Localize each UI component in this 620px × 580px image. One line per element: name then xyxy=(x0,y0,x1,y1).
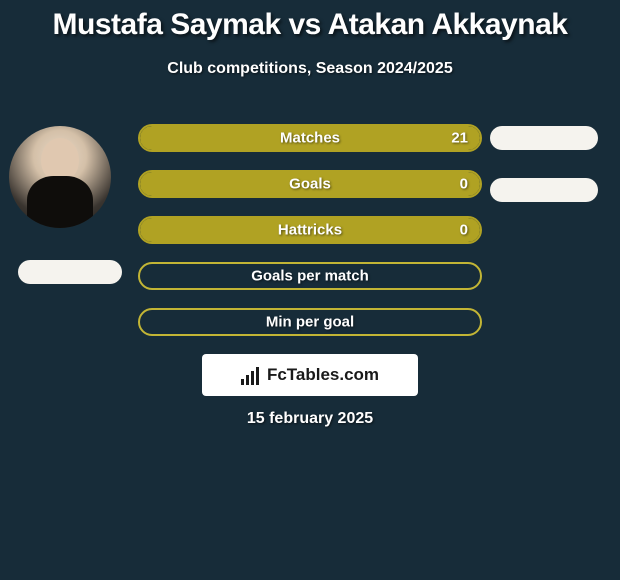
player-avatar-left xyxy=(9,126,111,228)
branding-text: FcTables.com xyxy=(267,365,379,385)
stat-label: Min per goal xyxy=(140,314,480,331)
stat-label: Goals per match xyxy=(140,268,480,285)
branding-badge: FcTables.com xyxy=(202,354,418,396)
page-title: Mustafa Saymak vs Atakan Akkaynak xyxy=(0,0,620,42)
stat-bar: Hattricks0 xyxy=(138,216,482,244)
subtitle: Club competitions, Season 2024/2025 xyxy=(0,60,620,78)
player-name-pill-right-0 xyxy=(490,126,598,150)
stat-bar: Min per goal xyxy=(138,308,482,336)
stat-bar: Matches21 xyxy=(138,124,482,152)
player-name-pill-left xyxy=(18,260,122,284)
stat-bar: Goals0 xyxy=(138,170,482,198)
stat-bar: Goals per match xyxy=(138,262,482,290)
stat-bar-fill xyxy=(140,126,480,150)
stat-bar-fill xyxy=(140,172,480,196)
date-label: 15 february 2025 xyxy=(0,410,620,428)
bar-chart-icon xyxy=(241,365,263,385)
stats-container: Matches21 Goals0 Hattricks0 Goals per match… xyxy=(138,124,482,354)
stat-bar-fill xyxy=(140,218,480,242)
player-name-pill-right-1 xyxy=(490,178,598,202)
